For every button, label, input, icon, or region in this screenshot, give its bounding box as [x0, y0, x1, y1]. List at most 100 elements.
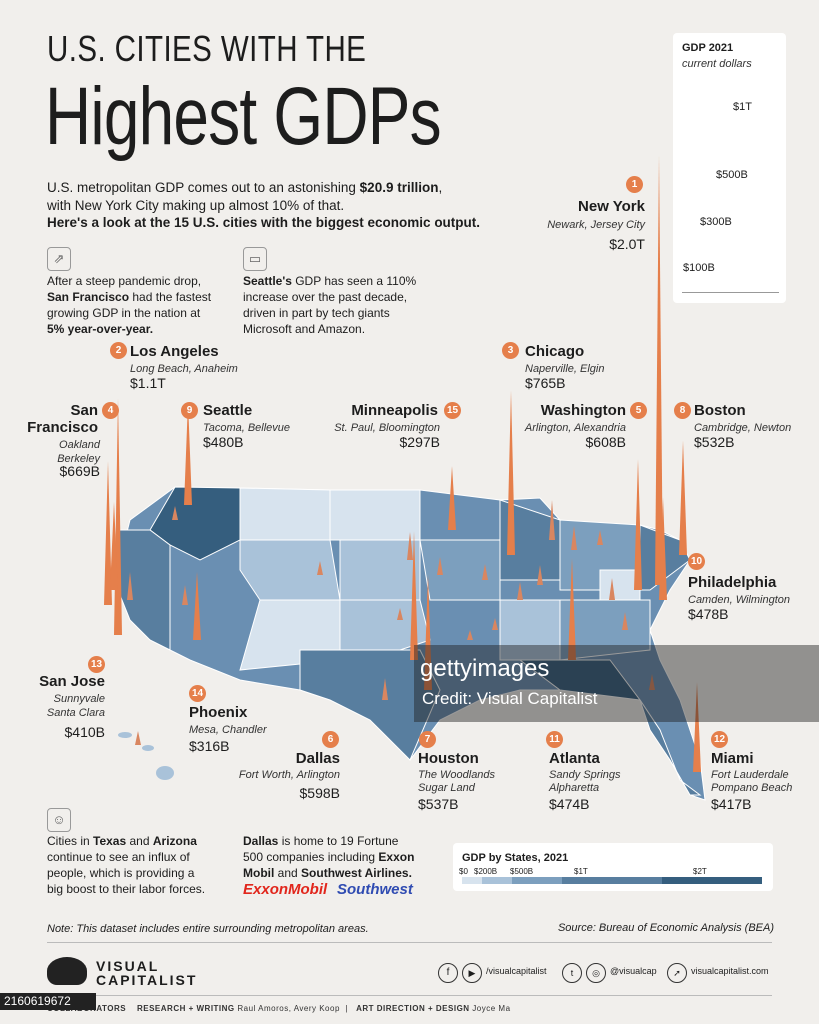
- city-sub-san-jose: Sunnyvale: [53, 693, 105, 705]
- watermark-text: gettyimages: [420, 655, 550, 682]
- minor-spike: [571, 526, 577, 550]
- minor-spike: [317, 561, 323, 575]
- city-sub-minneapolis: St. Paul, Bloomington: [334, 422, 440, 434]
- minor-spike: [482, 564, 488, 580]
- city-sub-new-york: Newark, Jersey City: [547, 219, 645, 231]
- scale-label-100b: $100B: [683, 262, 715, 274]
- city-sub-chicago: Naperville, Elgin: [525, 363, 605, 375]
- gdp-spike-miami: [693, 682, 701, 772]
- gdp-spike-minneapolis: [448, 466, 456, 530]
- city-sub2-san-jose: Santa Clara: [46, 707, 105, 719]
- city-value-san-francisco: $669B: [59, 463, 100, 479]
- fact-texas-arizona: Cities in Texas and Arizona continue to s…: [47, 834, 206, 896]
- rank-badge-10: 10: [688, 553, 705, 570]
- city-sub2-houston: Sugar Land: [418, 782, 475, 794]
- minor-spike: [649, 674, 655, 690]
- scale-label-500b: $500B: [716, 169, 748, 181]
- gdp-spikes: [104, 155, 701, 772]
- city-sub-los-angeles: Long Beach, Anaheim: [130, 363, 238, 375]
- art-label: ART DIRECTION + DESIGN: [356, 1004, 470, 1013]
- research-names: Raul Amoros, Avery Koop: [237, 1004, 340, 1013]
- minor-spike: [135, 731, 141, 745]
- city-name-san-francisco: San: [70, 402, 98, 419]
- cursor-icon[interactable]: ➚: [667, 963, 687, 983]
- facebook-icon[interactable]: f: [438, 963, 458, 983]
- youtube-icon[interactable]: ▶: [462, 963, 482, 983]
- minor-spike: [492, 618, 498, 630]
- scale-baseline: [682, 292, 779, 293]
- city-sub-boston: Cambridge, Newton: [694, 422, 792, 434]
- city-name-san-francisco-2: Francisco: [27, 419, 98, 436]
- social-handle-1[interactable]: /visualcapitalist: [486, 966, 547, 976]
- southwest-logo: Southwest: [337, 881, 413, 898]
- people-icon: ☺: [47, 808, 71, 832]
- gdp-spike-phoenix: [193, 572, 201, 640]
- minor-spike: [597, 530, 603, 545]
- minor-spike: [397, 608, 403, 620]
- city-sub-san-francisco: Oakland: [59, 439, 100, 451]
- gdp-spike-los-angeles: [114, 398, 122, 635]
- city-sub-houston: The Woodlands: [418, 769, 496, 781]
- city-sub-atlanta: Sandy Springs: [549, 769, 621, 781]
- intro-subheading: Here's a look at the 15 U.S. cities with…: [47, 215, 481, 230]
- city-value-washington: $608B: [585, 434, 626, 450]
- city-value-los-angeles: $1.1T: [130, 375, 166, 391]
- rank-badge-7: 7: [419, 731, 436, 748]
- legend-label-500b: $500B: [510, 867, 534, 876]
- rank-badge-2: 2: [110, 342, 127, 359]
- gdp-spike-new-york: [655, 155, 663, 585]
- fact-dallas: Dallas is home to 19 Fortune 500 companie…: [243, 834, 415, 880]
- city-name-washington: Washington: [540, 402, 626, 419]
- rank-badge-8: 8: [674, 402, 691, 419]
- scale-title: GDP 2021: [682, 42, 734, 54]
- minor-spike: [549, 500, 555, 540]
- city-value-miami: $417B: [711, 796, 752, 812]
- state-legend-title: GDP by States, 2021: [462, 852, 569, 864]
- city-sub-washington: Arlington, Alexandria: [524, 422, 626, 434]
- footer-divider: [47, 942, 772, 943]
- city-name-chicago: Chicago: [525, 343, 585, 360]
- city-value-new-york: $2.0T: [609, 236, 645, 252]
- page-title: Highest GDPs: [45, 71, 442, 162]
- twitter-icon[interactable]: t: [562, 963, 582, 983]
- fact-san-francisco: After a steep pandemic drop, San Francisc…: [47, 274, 212, 336]
- city-sub2-miami: Pompano Beach: [711, 782, 793, 794]
- city-value-boston: $532B: [694, 434, 735, 450]
- watermark-credit: Credit: Visual Capitalist: [422, 689, 598, 708]
- rank-badge-4: 4: [102, 402, 119, 419]
- minor-spike: [437, 557, 443, 575]
- city-value-atlanta: $474B: [549, 796, 590, 812]
- minor-spike: [407, 532, 413, 560]
- gdp-spike-san: [104, 461, 112, 605]
- scale-label-1t: $1T: [733, 101, 752, 113]
- minor-spike: [537, 565, 543, 585]
- city-sub-seattle: Tacoma, Bellevue: [203, 422, 291, 434]
- city-value-seattle: $480B: [203, 434, 244, 450]
- rank-badge-11: 11: [546, 731, 563, 748]
- city-name-boston: Boston: [694, 402, 746, 419]
- city-value-houston: $537B: [418, 796, 459, 812]
- minor-spike: [382, 678, 388, 700]
- hawaii: [118, 732, 174, 780]
- scale-subtitle: current dollars: [682, 58, 752, 70]
- social-handle-2[interactable]: @visualcap: [610, 966, 657, 976]
- minor-spike: [609, 578, 615, 600]
- city-value-dallas: $598B: [299, 785, 340, 801]
- city-name-seattle: Seattle: [203, 402, 253, 419]
- gdp-spike-philadelphia: [659, 497, 667, 600]
- website-link[interactable]: visualcapitalist.com: [691, 966, 769, 976]
- fact-seattle: Seattle's GDP has seen a 110% increase ov…: [243, 274, 417, 336]
- city-name-philadelphia: Philadelphia: [688, 574, 777, 591]
- trend-icon: ⇗: [47, 247, 71, 271]
- rank-badge-3: 3: [502, 342, 519, 359]
- image-id-tag: 2160619672: [0, 993, 96, 1010]
- scale-label-300b: $300B: [700, 216, 732, 228]
- minor-spike: [517, 582, 523, 600]
- city-sub2-atlanta: Alpharetta: [549, 782, 600, 794]
- source-note: Source: Bureau of Economic Analysis (BEA…: [557, 922, 774, 934]
- minor-spike: [182, 585, 188, 605]
- instagram-icon[interactable]: ◎: [586, 963, 606, 983]
- minor-spike: [172, 506, 178, 520]
- city-sub-dallas: Fort Worth, Arlington: [238, 769, 340, 781]
